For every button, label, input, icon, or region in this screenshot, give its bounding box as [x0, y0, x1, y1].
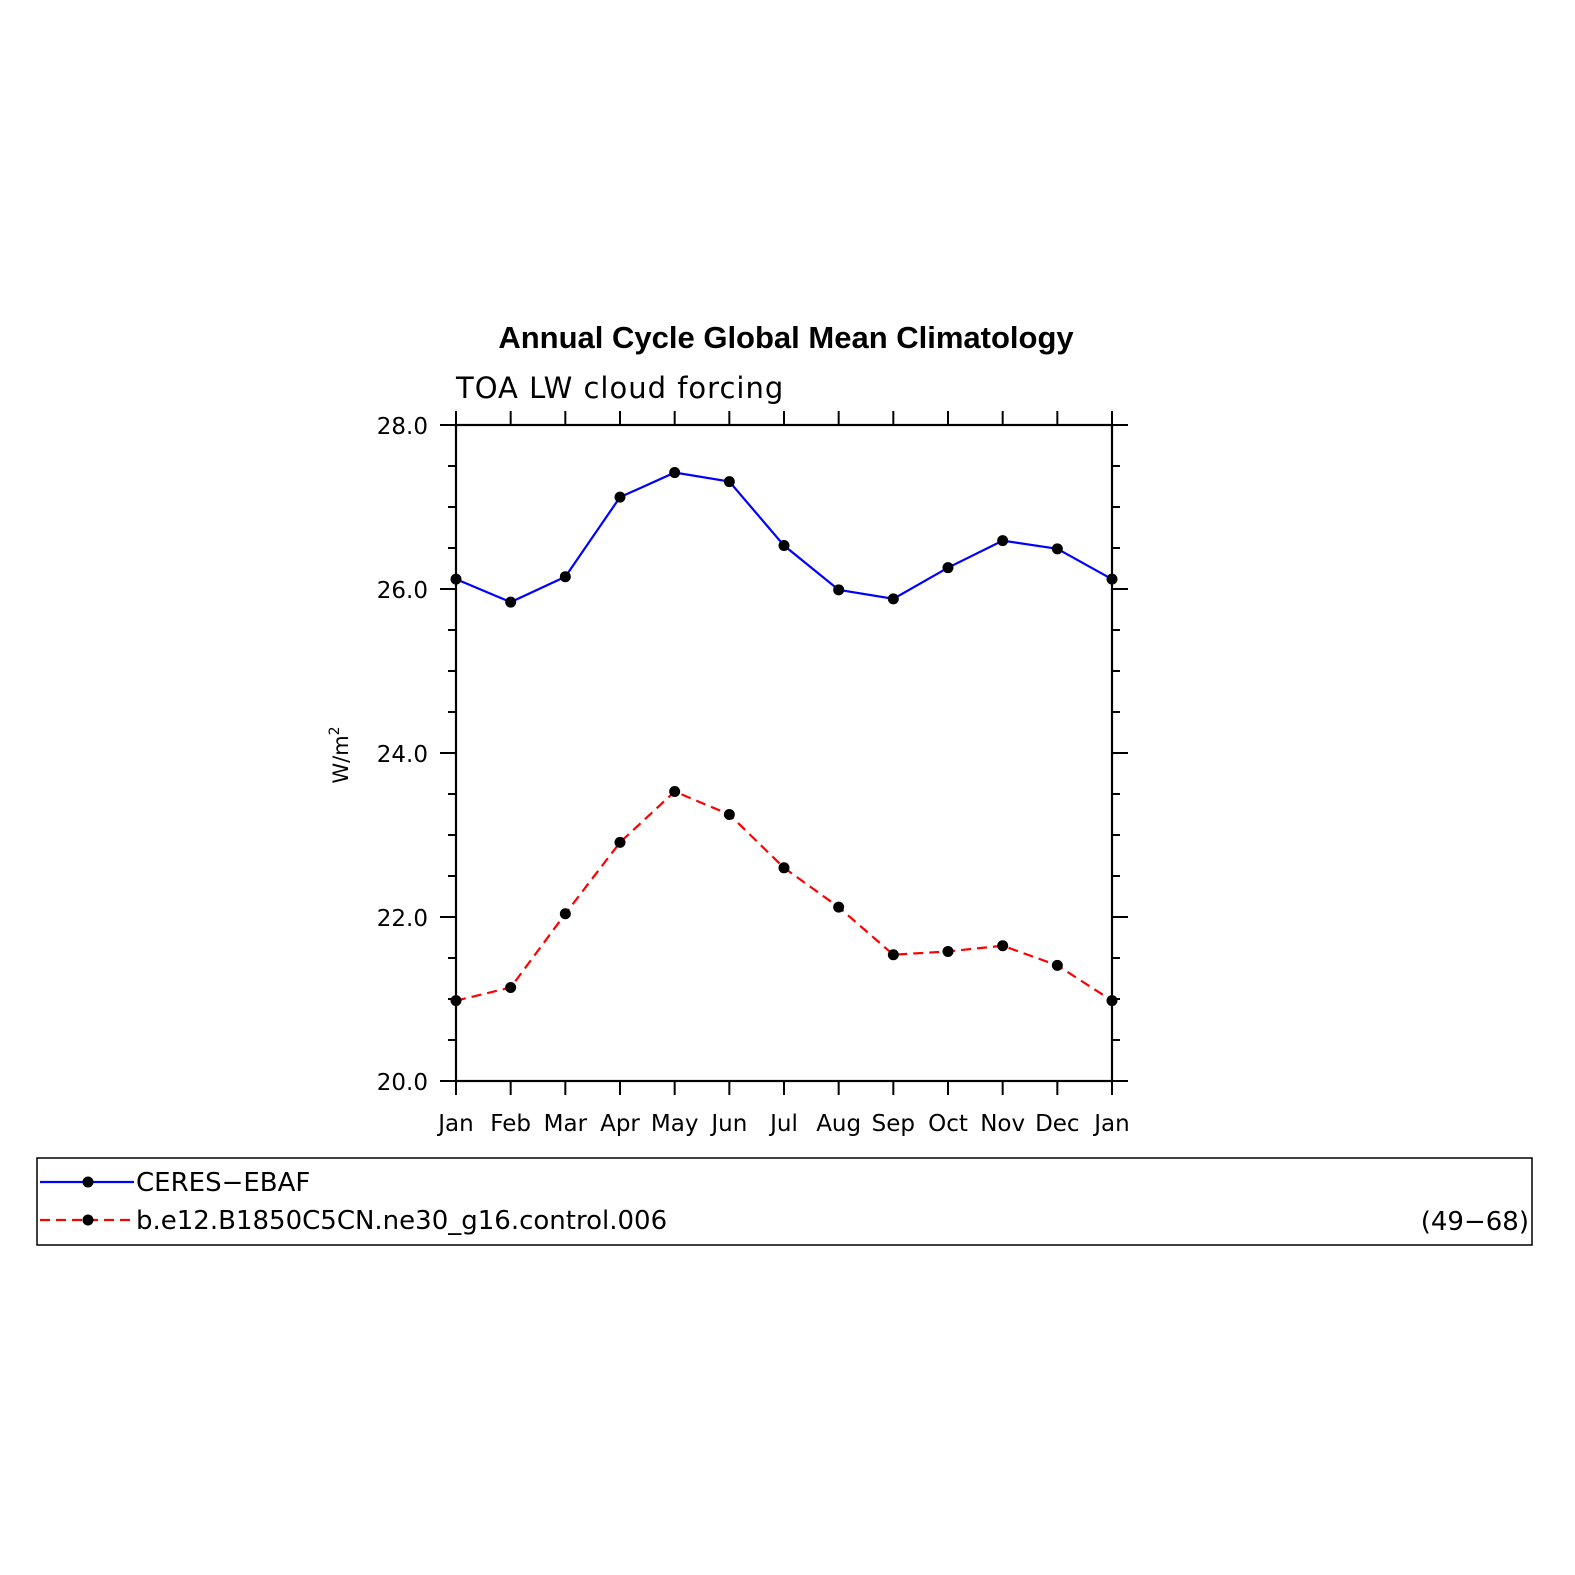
y-tick-label: 26.0	[377, 578, 428, 604]
y-tick-label: 20.0	[377, 1070, 428, 1096]
legend-label-2: b.e12.B1850C5CN.ne30_g16.control.006	[136, 1206, 667, 1236]
chart-subtitle: TOA LW cloud forcing	[455, 371, 784, 405]
data-point	[723, 809, 735, 820]
data-point	[1106, 573, 1118, 585]
plot-frame	[454, 423, 1114, 1083]
y-axis-label-superscript: 2	[327, 726, 343, 735]
data-point	[1106, 995, 1118, 1007]
data-point	[942, 945, 954, 957]
data-point	[505, 982, 517, 994]
data-point	[997, 940, 1009, 952]
legend-marker-2	[82, 1214, 94, 1226]
data-point	[450, 995, 462, 1007]
y-axis-label-base: W/m	[329, 735, 353, 783]
x-tick-label: Aug	[816, 1111, 861, 1137]
data-point	[669, 786, 681, 798]
series-line-1	[455, 471, 1113, 604]
legend-box	[36, 1157, 1533, 1246]
data-point	[997, 535, 1009, 547]
legend-label-1: CERES−EBAF	[136, 1168, 310, 1198]
x-tick-label: Mar	[544, 1111, 588, 1137]
data-point	[833, 901, 845, 913]
legend-marker-1	[82, 1176, 94, 1188]
x-tick-label: Sep	[872, 1111, 915, 1137]
x-tick-label: Jan	[436, 1111, 473, 1137]
x-tick-label: Jun	[709, 1111, 747, 1137]
data-point	[614, 836, 626, 848]
x-tick-label: Apr	[600, 1111, 640, 1137]
data-point	[1051, 543, 1063, 555]
data-point	[559, 908, 571, 920]
legend: (49−68) CERES−EBAF b.e12.B1850C5CN.ne30_g…	[36, 1157, 1533, 1246]
y-tick-label: 28.0	[377, 414, 428, 440]
series-layer	[450, 467, 1118, 1007]
x-tick-label: Dec	[1035, 1111, 1080, 1137]
y-tick-label: 24.0	[377, 742, 428, 768]
x-tick-label: Oct	[928, 1111, 968, 1137]
legend-note: (49−68)	[1421, 1207, 1529, 1237]
series-1	[450, 467, 1118, 608]
series-line-2	[455, 790, 1113, 1002]
data-point	[778, 540, 790, 552]
data-point	[723, 476, 735, 488]
data-point	[669, 467, 681, 479]
x-tick-label: Jan	[1092, 1111, 1129, 1137]
x-tick-label: May	[651, 1111, 699, 1137]
data-point	[778, 862, 790, 874]
data-point	[505, 596, 517, 608]
chart-title: Annual Cycle Global Mean Climatology	[498, 320, 1074, 355]
data-point	[887, 949, 899, 961]
data-point	[559, 571, 571, 583]
plot-axes: Jan Feb Mar Apr May Jun Jul Aug Sep Oct Nov Dec Jan 2…	[377, 411, 1130, 1137]
data-point	[942, 562, 954, 574]
data-point	[614, 491, 626, 503]
data-point	[887, 593, 899, 605]
data-point	[833, 584, 845, 596]
y-axis-label: W/m2	[327, 726, 353, 783]
y-tick-label: 22.0	[377, 906, 428, 932]
x-tick-label: Feb	[490, 1111, 531, 1137]
x-tick-label: Nov	[980, 1111, 1025, 1137]
svg-text:W/m2: W/m2	[327, 726, 353, 783]
data-point	[1051, 959, 1063, 971]
data-point	[450, 573, 462, 585]
series-2	[450, 786, 1118, 1007]
x-tick-label: Jul	[768, 1111, 798, 1137]
